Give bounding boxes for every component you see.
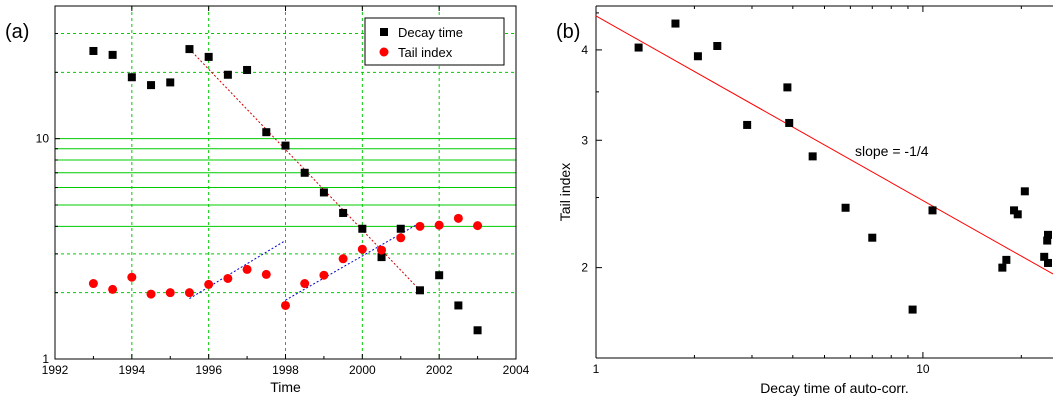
- tail-index-point: [300, 279, 310, 289]
- decay-time-point: [415, 286, 424, 295]
- decay-time-point: [89, 46, 98, 55]
- tail-index-point: [473, 221, 483, 231]
- tail-index-point: [396, 233, 406, 243]
- decay-time-point: [454, 301, 463, 310]
- y-axis-label-b: Tail index: [557, 163, 573, 221]
- data-point-b: [1044, 258, 1052, 267]
- legend-box: [364, 17, 505, 66]
- x-axis-label-a: Time: [270, 379, 301, 395]
- decay-time-point: [319, 188, 328, 197]
- decay-time-point: [243, 65, 252, 74]
- decay-time-point: [339, 208, 348, 217]
- x-tick-label-a-1: 1994: [118, 363, 145, 377]
- data-point-b: [783, 83, 792, 92]
- tail-index-point: [338, 254, 348, 264]
- tail-index-point: [415, 221, 425, 231]
- x-tick-label-a-2: 1996: [195, 363, 222, 377]
- decay-time-point: [166, 78, 175, 87]
- tail-index-point: [146, 289, 156, 299]
- decay-time-point: [358, 224, 367, 233]
- decay-time-point: [223, 70, 232, 79]
- slope-annotation: slope = -1/4: [855, 143, 929, 159]
- data-point-b: [868, 233, 877, 242]
- x-tick-label-b-0: 1: [593, 362, 600, 376]
- data-point-b: [1043, 236, 1052, 245]
- decay-time-point: [435, 271, 444, 280]
- y-tick-label-b-1: 3: [581, 133, 588, 147]
- tail-index-point: [377, 245, 387, 255]
- legend-label-tail: Tail index: [398, 45, 453, 60]
- trend-line-a-1: [189, 240, 286, 300]
- tail-index-point: [88, 279, 98, 289]
- decay-time-point: [281, 141, 290, 150]
- data-point-b: [743, 120, 752, 129]
- tail-index-point: [184, 288, 194, 298]
- x-tick-label-a-5: 2002: [426, 363, 453, 377]
- data-point-b: [1020, 187, 1029, 196]
- tail-index-point: [223, 273, 233, 283]
- data-point-b: [1002, 255, 1011, 264]
- x-tick-label-a-4: 2000: [349, 363, 376, 377]
- tail-index-point: [453, 213, 463, 223]
- y-tick-label-a-0: 1: [42, 352, 49, 366]
- tail-index-point: [242, 264, 252, 274]
- x-tick-label-a-6: 2004: [503, 363, 530, 377]
- tail-index-point: [281, 300, 290, 310]
- panel-label-b: (b): [556, 21, 580, 43]
- x-tick-label-a-3: 1998: [272, 363, 299, 377]
- tail-index-point: [434, 220, 444, 230]
- data-point-b: [671, 19, 680, 28]
- tail-index-point: [357, 244, 367, 254]
- data-point-b: [908, 305, 917, 314]
- x-tick-label-b-1: 10: [916, 362, 930, 376]
- data-point-b: [808, 152, 817, 161]
- fit-line-b: [595, 15, 1053, 275]
- y-tick-label-b-2: 4: [581, 43, 588, 57]
- x-tick-label-a-0: 1992: [42, 363, 69, 377]
- data-point-b: [1044, 230, 1052, 239]
- decay-time-point: [127, 73, 136, 82]
- decay-time-point: [300, 168, 309, 177]
- panel-b: 1 10 2 3 4(b) slope = -1/4 Decay time of auto-…: [556, 5, 1053, 396]
- data-point-b: [1040, 252, 1049, 261]
- y-tick-label-a-1: 10: [36, 132, 50, 146]
- decay-time-point: [396, 224, 405, 233]
- decay-time-point: [473, 326, 482, 335]
- tail-index-point: [204, 279, 214, 289]
- x-axis-label-b: Decay time of auto-corr.: [760, 380, 909, 396]
- data-point-b: [785, 118, 794, 127]
- legend-a: Decay time Tail index: [364, 17, 505, 66]
- decay-time-point: [204, 52, 213, 61]
- data-point-b: [998, 263, 1007, 272]
- data-point-b: [713, 41, 722, 50]
- tail-index-point: [319, 270, 329, 280]
- data-point-b: [928, 206, 937, 215]
- panel-a: 1992 1994 1996 1998 2000 2002 2004 1 10 Decay tim…: [5, 5, 530, 395]
- decay-time-point: [147, 81, 156, 90]
- tail-index-point: [127, 272, 137, 282]
- legend-marker-decay: [380, 28, 388, 36]
- decay-time-point: [377, 253, 386, 262]
- tail-index-point: [261, 269, 271, 279]
- panel-label-a: (a): [5, 21, 29, 43]
- data-point-b: [634, 43, 643, 52]
- legend-marker-tail: [379, 47, 389, 57]
- tail-index-point: [165, 288, 175, 298]
- y-tick-label-b-0: 2: [581, 261, 588, 275]
- decay-time-point: [262, 128, 271, 137]
- data-point-b: [1013, 210, 1022, 219]
- tail-index-point: [108, 284, 118, 294]
- decay-time-point: [185, 45, 194, 54]
- data-point-b: [841, 203, 850, 212]
- data-point-b: [693, 52, 702, 61]
- decay-time-point: [108, 50, 117, 59]
- legend-label-decay: Decay time: [398, 25, 463, 40]
